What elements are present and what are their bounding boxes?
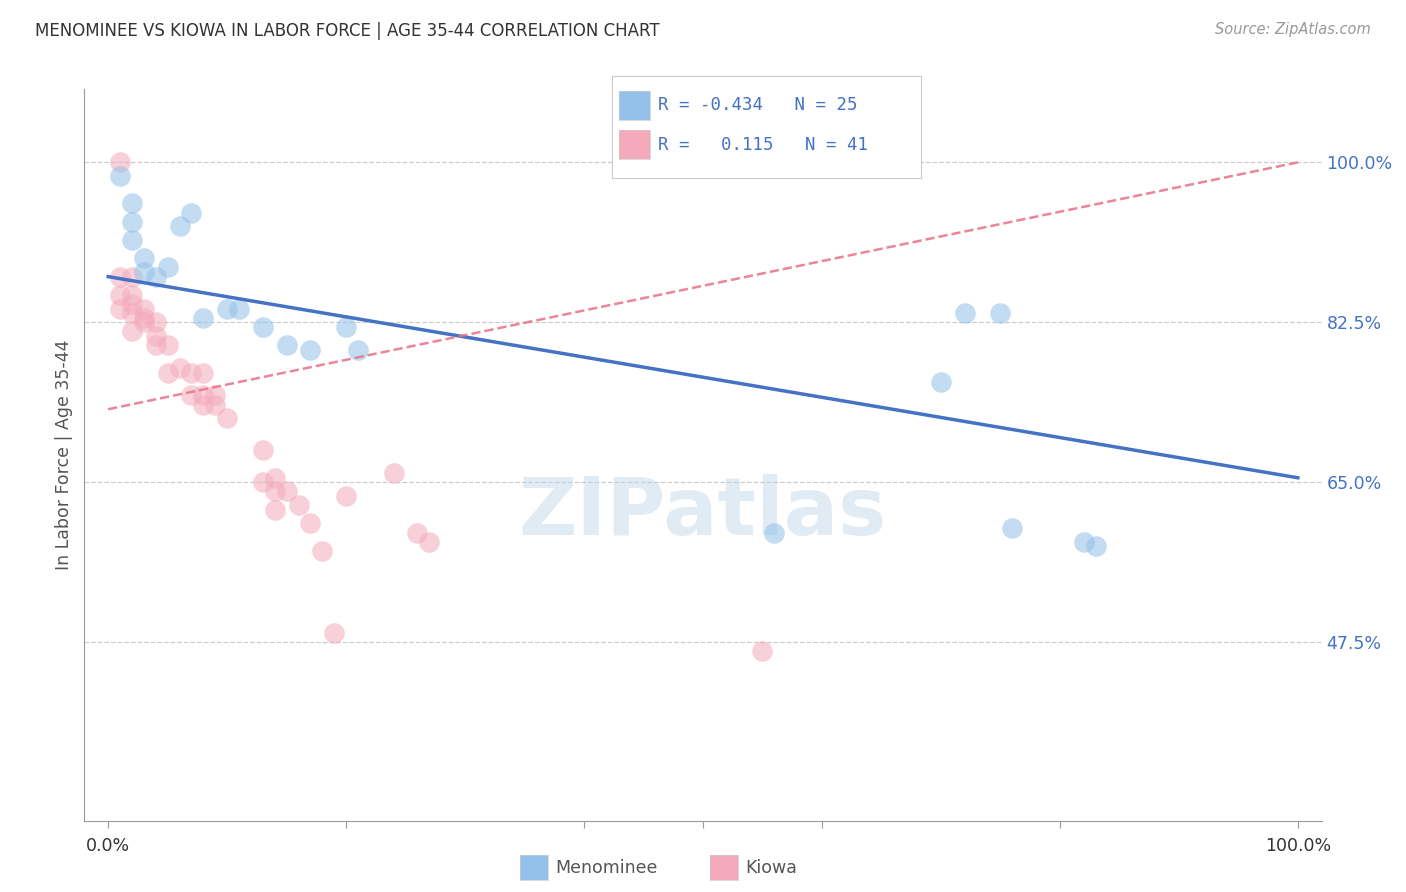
Point <box>204 388 226 402</box>
Point <box>121 297 143 311</box>
Point <box>252 475 274 490</box>
Point <box>108 301 131 316</box>
Point <box>323 626 346 640</box>
Point <box>217 301 239 316</box>
Point <box>121 269 143 284</box>
Point <box>121 233 143 247</box>
Point <box>169 361 191 376</box>
Point <box>263 503 285 517</box>
Point <box>132 265 155 279</box>
Y-axis label: In Labor Force | Age 35-44: In Labor Force | Age 35-44 <box>55 340 73 570</box>
Point <box>132 310 155 325</box>
Point <box>335 489 357 503</box>
Point <box>763 525 786 540</box>
Point <box>145 338 167 352</box>
Point <box>1084 539 1107 553</box>
Point <box>252 443 274 458</box>
Point <box>108 288 131 302</box>
Text: ZIPatlas: ZIPatlas <box>519 475 887 552</box>
Point <box>252 320 274 334</box>
Text: MENOMINEE VS KIOWA IN LABOR FORCE | AGE 35-44 CORRELATION CHART: MENOMINEE VS KIOWA IN LABOR FORCE | AGE … <box>35 22 659 40</box>
Point <box>263 484 285 499</box>
Point <box>145 315 167 329</box>
Text: 0.0%: 0.0% <box>86 837 131 855</box>
Point <box>108 155 131 169</box>
Point <box>145 329 167 343</box>
Text: Source: ZipAtlas.com: Source: ZipAtlas.com <box>1215 22 1371 37</box>
Point <box>108 269 131 284</box>
Text: R =   0.115   N = 41: R = 0.115 N = 41 <box>658 136 868 153</box>
Text: Kiowa: Kiowa <box>745 859 797 877</box>
Point <box>156 338 179 352</box>
Point <box>1073 534 1095 549</box>
Point <box>156 260 179 275</box>
Point <box>382 466 405 480</box>
Point <box>180 366 202 380</box>
Point <box>180 205 202 219</box>
Point <box>193 398 215 412</box>
Point <box>418 534 440 549</box>
Point <box>156 366 179 380</box>
Point <box>204 398 226 412</box>
Point <box>929 375 952 389</box>
Point <box>335 320 357 334</box>
Point <box>406 525 429 540</box>
Point <box>751 644 773 658</box>
Point <box>193 388 215 402</box>
Point <box>990 306 1012 320</box>
Point <box>299 516 322 531</box>
Point <box>121 288 143 302</box>
Text: 100.0%: 100.0% <box>1265 837 1331 855</box>
Point <box>145 269 167 284</box>
Text: Menominee: Menominee <box>555 859 658 877</box>
Point <box>169 219 191 234</box>
Point <box>228 301 250 316</box>
Point <box>108 169 131 183</box>
Point <box>132 315 155 329</box>
Point <box>217 411 239 425</box>
Point <box>299 343 322 357</box>
Point <box>276 484 298 499</box>
Point <box>311 544 333 558</box>
Point <box>287 498 309 512</box>
Text: R = -0.434   N = 25: R = -0.434 N = 25 <box>658 96 858 114</box>
Point <box>132 252 155 266</box>
Point <box>193 310 215 325</box>
Point <box>121 306 143 320</box>
Point <box>121 325 143 339</box>
Point <box>276 338 298 352</box>
Point <box>953 306 976 320</box>
Point <box>180 388 202 402</box>
Point <box>263 471 285 485</box>
Point <box>121 196 143 211</box>
Point <box>121 215 143 229</box>
Point <box>193 366 215 380</box>
Point <box>347 343 370 357</box>
Point <box>132 301 155 316</box>
Point <box>1001 521 1024 535</box>
